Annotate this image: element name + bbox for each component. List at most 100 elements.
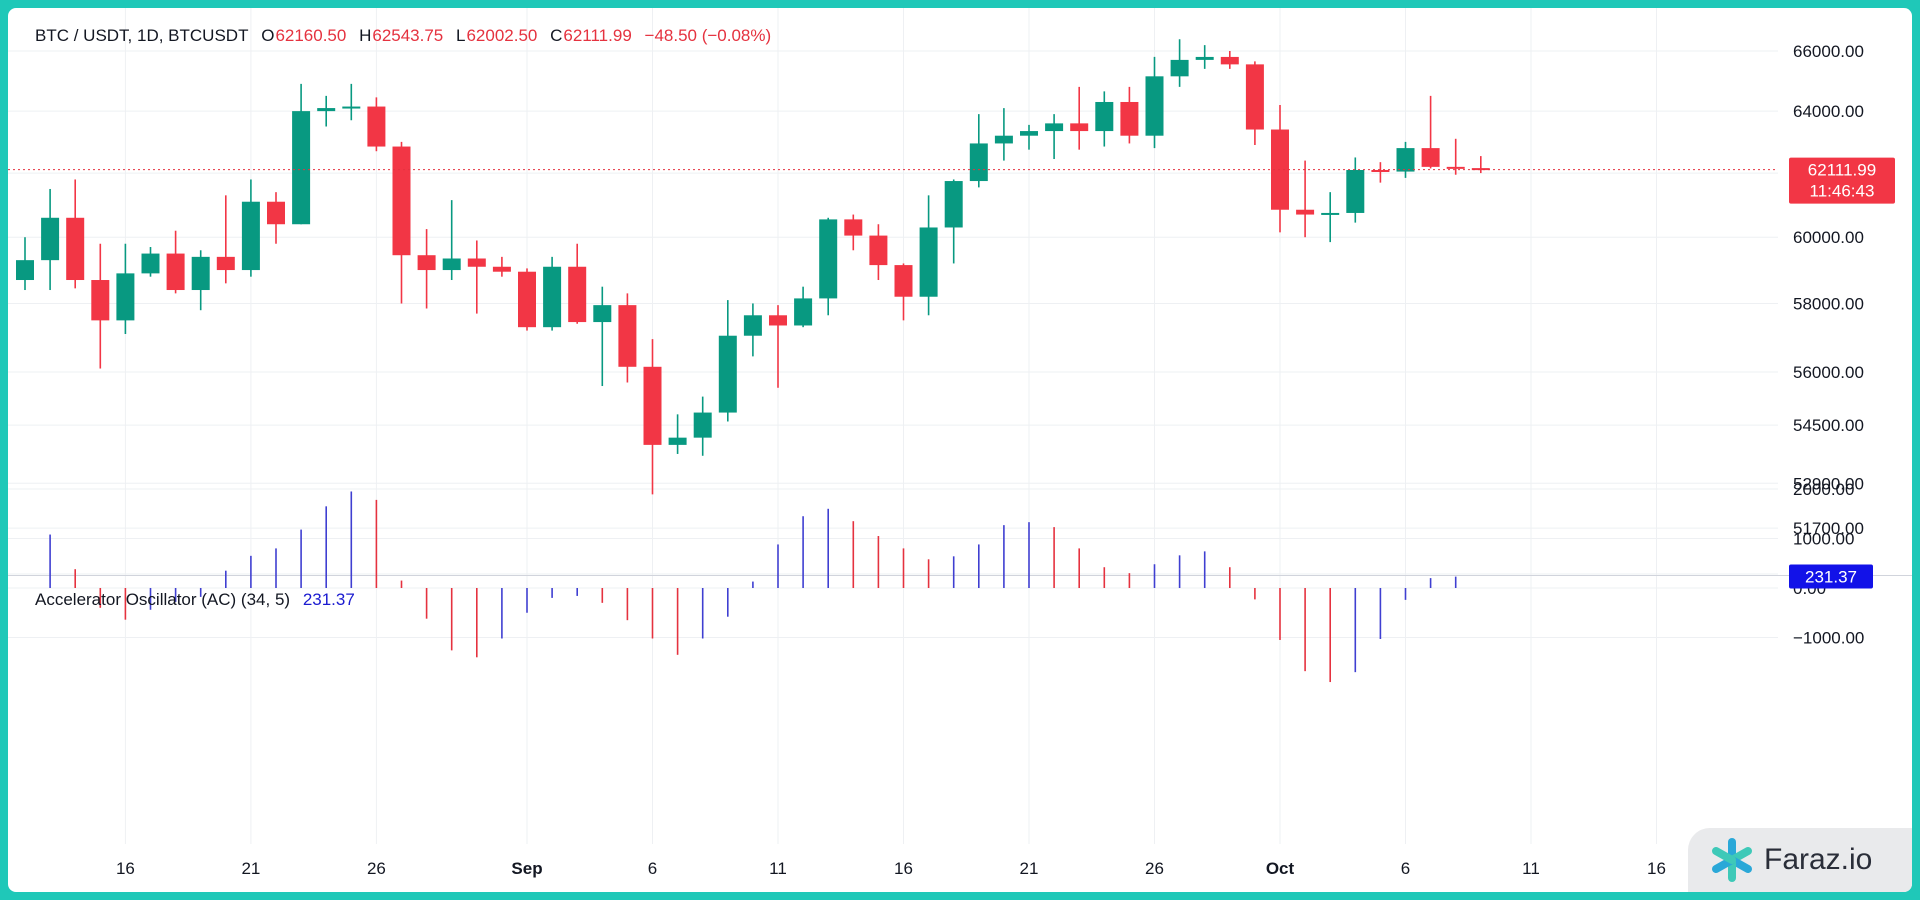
candle-body <box>844 219 863 236</box>
candle-body <box>1245 64 1264 130</box>
watermark-text: Faraz.io <box>1764 843 1873 876</box>
candle-body <box>743 315 762 336</box>
candle-body <box>317 108 336 112</box>
candle-body <box>1296 209 1315 215</box>
candle-body <box>91 280 110 321</box>
high-value: 62543.75 <box>372 26 444 45</box>
indicator-title: Accelerator Oscillator (AC) (34, 5) <box>35 590 291 609</box>
candle-body <box>593 305 612 323</box>
watermark: Faraz.io <box>1688 828 1912 892</box>
candle-body <box>1095 101 1114 132</box>
open-value: 62160.50 <box>275 26 347 45</box>
candle-body <box>1396 148 1415 172</box>
osc-tick-label: −1000.00 <box>1793 629 1864 648</box>
candle-body <box>1120 101 1139 136</box>
candle-body <box>16 260 34 281</box>
indicator-value: 231.37 <box>302 590 355 609</box>
candle-body <box>819 219 838 299</box>
last-price-tag <box>1789 157 1895 204</box>
x-tick-label: 6 <box>648 859 657 878</box>
candle-body <box>1020 131 1038 136</box>
x-tick-label: 16 <box>894 859 913 878</box>
candle-body <box>1471 168 1490 171</box>
x-tick-label: 11 <box>769 859 787 878</box>
candle-body <box>216 256 235 271</box>
chart-frame: 16 21 26 Sep 6 11 16 21 26 Oct 6 11 16 66000.00 64000.… <box>8 8 1912 892</box>
candle-body <box>1220 56 1239 65</box>
price-tick-label: 56000.00 <box>1793 363 1864 382</box>
candle-body <box>367 106 386 147</box>
candle-body <box>66 217 85 281</box>
osc-value-tag-text: 231.37 <box>1805 568 1857 587</box>
symbol-title: BTC / USDT, 1D, BTCUSDT <box>35 26 249 45</box>
candle-body <box>1371 170 1390 173</box>
osc-tick-label: 1000.00 <box>1793 530 1854 549</box>
candle-body <box>41 217 60 261</box>
candle-body <box>492 266 511 272</box>
candle-body <box>1170 59 1189 77</box>
change-value: −48.50 (−0.08%) <box>644 26 772 45</box>
x-tick-label: 16 <box>1647 859 1666 878</box>
candle-body <box>518 271 536 328</box>
candle-body <box>718 335 737 413</box>
candle-body <box>969 143 988 182</box>
candle-body <box>794 298 813 326</box>
x-tick-label: Sep <box>511 859 542 878</box>
candle-body <box>1421 148 1440 167</box>
low-label: L <box>456 26 466 45</box>
candle-body <box>693 412 712 438</box>
candle-body <box>467 258 486 267</box>
candle-body <box>1145 76 1164 136</box>
candle-body <box>543 266 562 328</box>
candle-body <box>442 258 461 271</box>
x-tick-label: Oct <box>1266 859 1295 878</box>
candle-body <box>241 201 260 271</box>
indicator-legend: Accelerator Oscillator (AC) (34, 5) 231.… <box>35 590 355 610</box>
candle-body <box>166 253 185 291</box>
countdown-tag-value: 11:46:43 <box>1810 182 1875 201</box>
price-tick-label: 64000.00 <box>1793 102 1864 121</box>
symbol-legend: BTC / USDT, 1D, BTCUSDT O62160.50 H62543… <box>35 26 771 46</box>
price-tick-label: 51700.00 <box>1793 519 1864 538</box>
price-tick-label: 58000.00 <box>1793 294 1864 313</box>
close-value: 62111.99 <box>563 26 632 45</box>
candle-body <box>944 181 963 228</box>
chart-canvas[interactable]: 16 21 26 Sep 6 11 16 21 26 Oct 6 11 16 66000.00 64000.… <box>8 8 1912 892</box>
candle-body <box>417 255 436 271</box>
candle-body <box>869 235 888 266</box>
x-tick-label: 21 <box>1020 859 1039 878</box>
x-tick-label: 21 <box>241 859 260 878</box>
faraz-logo-icon <box>1712 838 1752 882</box>
osc-tick-label: 2000.00 <box>1793 480 1854 499</box>
candle-body <box>392 146 411 256</box>
low-value: 62002.50 <box>466 26 538 45</box>
candle-body <box>919 227 938 297</box>
close-label: C <box>550 26 563 45</box>
candle-body <box>141 253 160 274</box>
price-tick-label: 54500.00 <box>1793 416 1864 435</box>
open-label: O <box>261 26 275 45</box>
x-tick-label: 16 <box>116 859 135 878</box>
candle-body <box>769 315 787 326</box>
high-label: H <box>359 26 372 45</box>
candle-body <box>1446 166 1465 169</box>
candle-body <box>1346 170 1365 213</box>
candle-body <box>267 201 285 225</box>
candle-body <box>668 437 687 445</box>
candle-body <box>568 266 587 323</box>
x-tick-label: 26 <box>367 859 386 878</box>
last-price-tag-value: 62111.99 <box>1808 161 1876 180</box>
candle-body <box>1321 212 1340 215</box>
x-tick-label: 6 <box>1401 859 1410 878</box>
x-tick-label: 11 <box>1522 859 1540 878</box>
osc-value-tag <box>1789 564 1873 589</box>
candle-body <box>1070 123 1089 132</box>
candle-body <box>618 305 637 367</box>
candle-body <box>994 135 1013 144</box>
candle-body <box>342 106 361 109</box>
candle-body <box>1195 56 1214 60</box>
candle-body <box>292 111 311 225</box>
price-tick-label: 66000.00 <box>1793 42 1864 61</box>
candle-body <box>894 265 913 297</box>
candle-body <box>116 273 135 321</box>
